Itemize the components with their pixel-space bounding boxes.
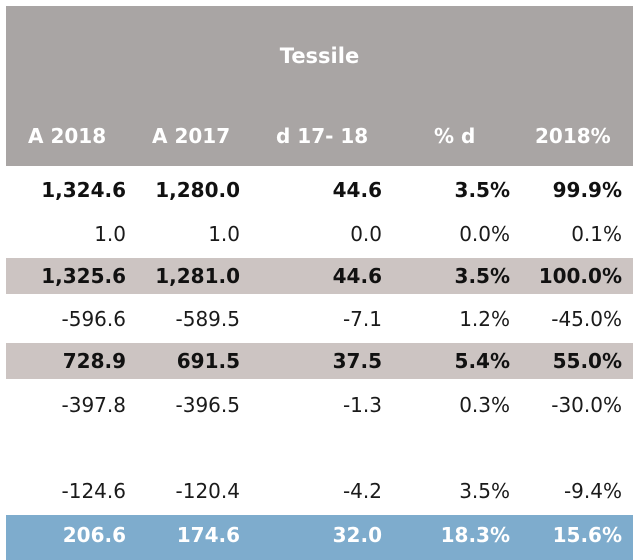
- cell-a2018: -124.6: [61, 479, 126, 503]
- cell-pct-delta: 5.4%: [454, 349, 510, 373]
- cell-a2018: -596.6: [61, 307, 126, 331]
- cell-pct-delta: 3.5%: [459, 479, 510, 503]
- column-header-delta: d 17- 18: [276, 124, 369, 148]
- cell-a2017: -589.5: [175, 307, 240, 331]
- cell-a2017: 1.0: [208, 222, 240, 246]
- cell-a2018: 206.6: [62, 523, 126, 547]
- cell-delta: -4.2: [342, 479, 382, 503]
- table-header: Tessile A 2018 A 2017 d 17- 18 % d 2018%: [6, 6, 633, 166]
- column-header-a2017: A 2017: [152, 124, 231, 148]
- cell-delta: 0.0: [350, 222, 382, 246]
- cell-pct-delta: 0.0%: [459, 222, 510, 246]
- cell-2018-pct: 100.0%: [538, 264, 622, 288]
- cell-a2017: -120.4: [175, 479, 240, 503]
- cell-2018-pct: 55.0%: [552, 349, 622, 373]
- cell-2018-pct: -30.0%: [551, 393, 622, 417]
- table-title: Tessile: [279, 44, 360, 68]
- table-row: -397.8 -396.5 -1.3 0.3% -30.0%: [6, 387, 633, 423]
- table-row: -596.6 -589.5 -7.1 1.2% -45.0%: [6, 301, 633, 337]
- cell-pct-delta: 0.3%: [459, 393, 510, 417]
- column-header-a2018: A 2018: [28, 124, 107, 148]
- cell-a2017: -396.5: [175, 393, 240, 417]
- cell-2018-pct: 0.1%: [571, 222, 622, 246]
- cell-delta: 44.6: [332, 178, 382, 202]
- cell-delta: -7.1: [342, 307, 382, 331]
- cell-delta: 37.5: [332, 349, 382, 373]
- cell-delta: -1.3: [342, 393, 382, 417]
- cell-2018-pct: -9.4%: [563, 479, 622, 503]
- cell-a2018: -397.8: [61, 393, 126, 417]
- cell-2018-pct: 15.6%: [552, 523, 622, 547]
- financial-table: Tessile A 2018 A 2017 d 17- 18 % d 2018%…: [6, 6, 633, 560]
- cell-pct-delta: 1.2%: [459, 307, 510, 331]
- cell-2018-pct: 99.9%: [552, 178, 622, 202]
- cell-pct-delta: 18.3%: [440, 523, 510, 547]
- table-row: -124.6 -120.4 -4.2 3.5% -9.4%: [6, 473, 633, 509]
- cell-a2017: 1,281.0: [155, 264, 240, 288]
- table-row: 728.9 691.5 37.5 5.4% 55.0%: [6, 343, 633, 379]
- cell-a2017: 174.6: [176, 523, 240, 547]
- table-row: 1,325.6 1,281.0 44.6 3.5% 100.0%: [6, 258, 633, 294]
- column-header-2018-pct: 2018%: [535, 124, 611, 148]
- cell-a2017: 1,280.0: [155, 178, 240, 202]
- table-row: 1.0 1.0 0.0 0.0% 0.1%: [6, 216, 633, 252]
- cell-a2018: 1.0: [94, 222, 126, 246]
- cell-a2018: 728.9: [62, 349, 126, 373]
- table-row-total: 206.6 174.6 32.0 18.3% 15.6%: [6, 515, 633, 560]
- cell-pct-delta: 3.5%: [454, 178, 510, 202]
- cell-pct-delta: 3.5%: [454, 264, 510, 288]
- column-headers: A 2018 A 2017 d 17- 18 % d 2018%: [6, 124, 633, 154]
- cell-delta: 32.0: [332, 523, 382, 547]
- cell-2018-pct: -45.0%: [551, 307, 622, 331]
- cell-delta: 44.6: [332, 264, 382, 288]
- column-header-pct-delta: % d: [434, 124, 476, 148]
- table-row: 1,324.6 1,280.0 44.6 3.5% 99.9%: [6, 172, 633, 208]
- cell-a2018: 1,325.6: [41, 264, 126, 288]
- cell-a2018: 1,324.6: [41, 178, 126, 202]
- cell-a2017: 691.5: [176, 349, 240, 373]
